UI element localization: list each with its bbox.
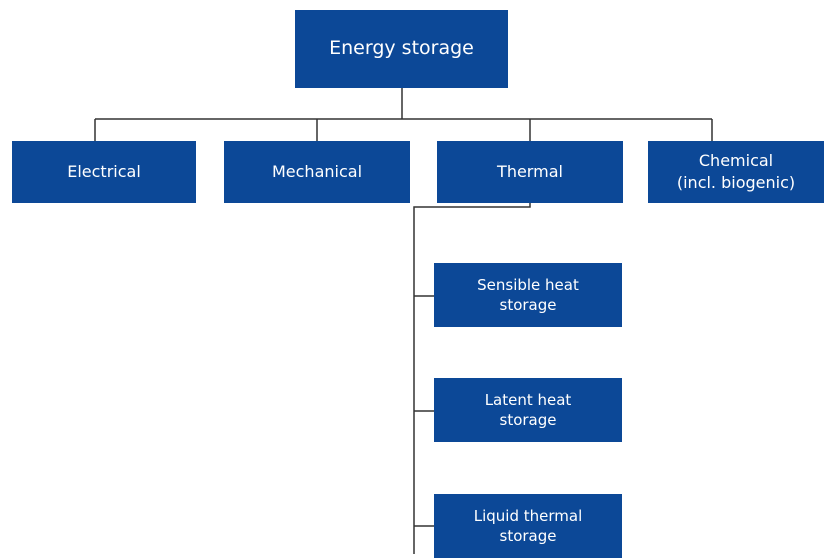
node-box: Energy storage	[295, 10, 508, 88]
node-label: Chemical	[698, 151, 774, 171]
node-label: Mechanical	[271, 162, 363, 182]
node-label: Energy storage	[329, 37, 474, 60]
node-label: Liquid thermal	[473, 506, 583, 525]
node-label: Sensible heat	[477, 275, 579, 294]
node-box: Sensible heat storage	[434, 263, 622, 327]
node-label: storage	[499, 411, 557, 429]
node-label: Electrical	[67, 162, 141, 182]
node-box: Liquid thermal storage	[434, 494, 622, 558]
node-label: Latent heat	[484, 390, 572, 409]
node-label: Thermal	[497, 162, 563, 182]
node-box: Latent heat storage	[434, 378, 622, 442]
node-box: Electrical	[12, 141, 196, 203]
node-label: storage	[499, 527, 557, 545]
connector	[413, 203, 531, 554]
node-label: storage	[499, 296, 557, 314]
node-box: Mechanical	[224, 141, 410, 203]
node-box: Chemical (incl. biogenic)	[648, 141, 824, 203]
node-box: Thermal	[437, 141, 623, 203]
node-label: (incl. biogenic)	[676, 173, 796, 192]
